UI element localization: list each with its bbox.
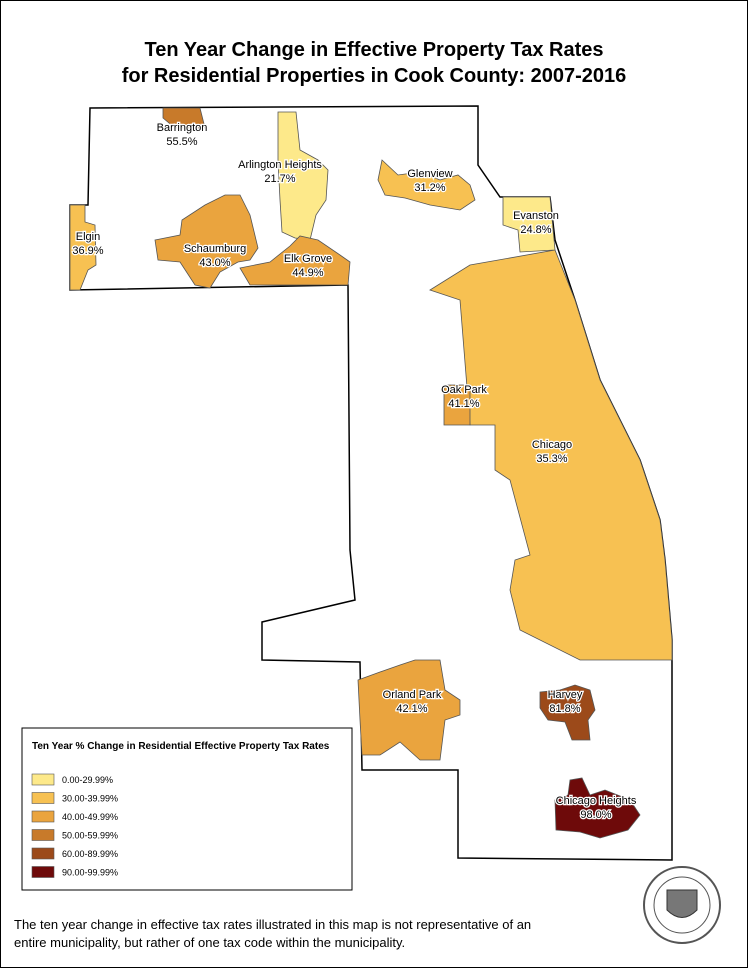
legend-label: 40.00-49.99% [62,812,118,822]
municipality-name: Oak Park [441,384,487,396]
municipality-change: 43.0% [199,257,230,269]
municipality-area [357,659,461,761]
legend-swatch [31,773,55,786]
logo [643,866,721,944]
labels: Chicago 35.3% Barrington 55.5% Arlington Hei… [71,121,638,823]
municipality-change: 21.7% [264,173,295,185]
municipality-area [69,204,97,291]
footnote: entire municipality, but rather of one t… [14,935,405,950]
legend-title: Ten Year % Change in Residential Effecti… [32,741,330,752]
municipality-name: Schaumburg [184,243,246,255]
municipality-area [377,159,476,211]
municipality-area [554,777,641,839]
municipality-change: 98.0% [580,809,611,821]
municipality-area [154,194,259,289]
municipality-name: Orland Park [383,689,442,701]
footnote: The ten year change in effective tax rat… [14,917,531,932]
legend-box [21,727,353,891]
municipality-area [162,107,206,129]
municipality-area [502,196,556,253]
title: Ten Year Change in Effective Property Ta… [144,39,603,61]
municipality-change: 44.9% [292,267,323,279]
municipality-name: Harvey [548,689,583,701]
municipality-change: 35.3% [536,453,567,465]
municipality-change: 24.8% [520,224,551,236]
legend: 0.00-29.99% 30.00-39.99% 40.00-49.99% 50.00… [31,773,118,878]
legend-swatch [31,847,55,860]
municipality-name: Evanston [513,210,559,222]
municipality-name: Elgin [76,231,100,243]
legend-swatch [31,792,55,804]
legend-label: 30.00-39.99% [62,794,118,804]
legend-swatch [31,810,55,823]
legend-label: 60.00-89.99% [62,849,118,859]
legend-swatch [31,829,55,841]
legend-label: 90.00-99.99% [62,868,118,878]
municipality-name: Elk Grove [284,253,332,265]
municipality-name: Chicago Heights [556,795,637,807]
municipality-name: Chicago [532,439,572,451]
legend-label: 0.00-29.99% [62,775,113,785]
municipality-area [539,684,596,741]
municipality-change: 36.9% [72,245,103,257]
municipality-area [239,235,351,286]
title: for Residential Properties in Cook Count… [122,65,627,87]
municipality-area [429,249,673,661]
municipality-change: 55.5% [166,136,197,148]
municipality-name: Arlington Heights [238,159,322,171]
municipality-area [277,111,329,241]
municipality-change: 41.1% [448,398,479,410]
legend-label: 50.00-59.99% [62,831,118,841]
municipality-change: 31.2% [414,182,445,194]
municipality-name: Glenview [407,168,452,180]
legend-swatch [31,866,55,878]
municipality-name: Barrington [157,122,208,134]
municipality-area [443,384,471,426]
municipality-change: 81.8% [549,703,580,715]
municipality-change: 42.1% [396,703,427,715]
municipalities [69,107,673,839]
